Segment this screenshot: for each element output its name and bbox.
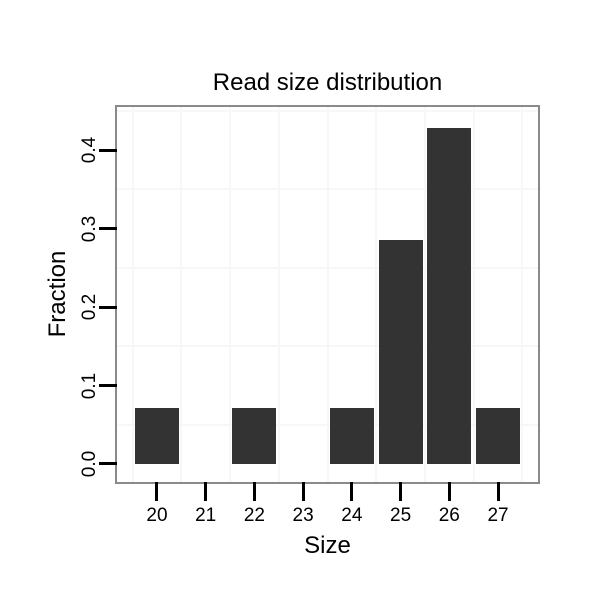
- y-axis-label: Fraction: [44, 250, 71, 338]
- chart-title: Read size distribution: [212, 69, 443, 96]
- y-tick-label-0.4: 0.4: [79, 136, 100, 164]
- gridline-minor-y: [117, 423, 538, 426]
- y-tick-label-0.0: 0.0: [79, 450, 100, 478]
- bar-size-24: [329, 407, 374, 464]
- gridline-minor-x: [180, 107, 183, 482]
- x-tick-22: [252, 482, 256, 501]
- x-tick-25: [399, 482, 403, 501]
- gridline-minor-x: [277, 107, 280, 482]
- y-tick-0.1: [99, 384, 117, 387]
- x-tick-label-21: 21: [195, 505, 217, 526]
- gridline-minor-x: [521, 107, 524, 482]
- y-tick-label-0.2: 0.2: [79, 293, 100, 321]
- x-tick-label-26: 26: [438, 505, 460, 526]
- x-tick-label-22: 22: [243, 505, 265, 526]
- gridline-minor-x: [229, 107, 232, 482]
- gridline-minor-y: [117, 345, 538, 348]
- plot-panel: [115, 105, 540, 484]
- y-tick-label-0.3: 0.3: [79, 215, 100, 242]
- gridline-minor-x: [326, 107, 329, 482]
- gridline-minor-y: [117, 266, 538, 269]
- gridline-minor-x: [472, 107, 475, 482]
- x-tick-label-25: 25: [390, 505, 412, 526]
- x-tick-label-27: 27: [487, 505, 509, 526]
- y-tick-0.2: [99, 305, 117, 309]
- x-tick-26: [447, 482, 451, 501]
- y-tick-0.4: [99, 148, 117, 152]
- bar-size-20: [135, 407, 179, 464]
- x-tick-20: [155, 482, 159, 501]
- x-tick-23: [301, 482, 305, 501]
- x-tick-label-23: 23: [292, 505, 314, 526]
- y-tick-0.0: [99, 462, 117, 466]
- bar-size-25: [378, 239, 423, 464]
- bar-size-26: [427, 127, 472, 464]
- x-axis-label: Size: [304, 532, 351, 559]
- gridline-minor-x: [375, 107, 378, 482]
- bar-size-27: [476, 407, 520, 464]
- x-tick-24: [350, 482, 354, 501]
- gridline-minor-x: [423, 107, 426, 482]
- gridline-minor-y: [117, 188, 538, 191]
- x-tick-label-24: 24: [341, 505, 363, 526]
- gridline-minor-x: [131, 107, 134, 482]
- x-tick-21: [204, 482, 208, 501]
- y-tick-0.3: [99, 227, 117, 231]
- bar-size-22: [232, 407, 277, 464]
- gridline-minor-y: [117, 109, 538, 112]
- x-tick-27: [496, 482, 500, 501]
- y-tick-label-0.1: 0.1: [79, 372, 100, 399]
- x-tick-label-20: 20: [146, 505, 168, 526]
